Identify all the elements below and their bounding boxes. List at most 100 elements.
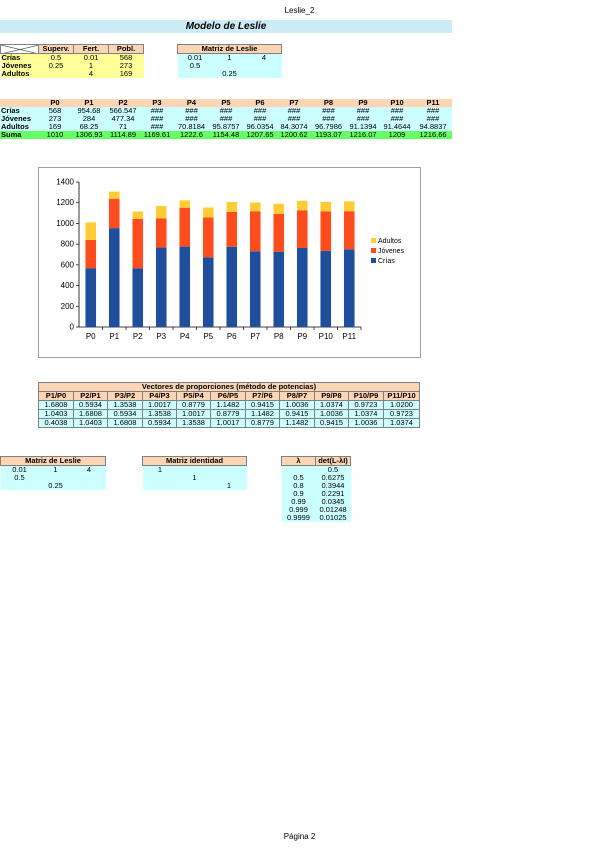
param-cell: 568 bbox=[108, 53, 144, 62]
ratio-cell: 1.0017 bbox=[142, 400, 177, 410]
population-cell: 96.0354 bbox=[243, 123, 277, 131]
x-tick-label: P0 bbox=[86, 332, 96, 341]
det-cell: 0.5 bbox=[315, 465, 351, 474]
matrix-cell: 0.5 bbox=[0, 474, 39, 482]
sum-cell: 1010 bbox=[38, 131, 72, 139]
proportions-title: Vectores de proporciones (método de pote… bbox=[38, 382, 420, 392]
corner-cell bbox=[0, 99, 38, 107]
params-header: Superv. bbox=[38, 44, 74, 54]
matrix-cell bbox=[177, 482, 212, 490]
ratio-header: P5/P4 bbox=[176, 391, 211, 401]
bar-segment-adultos bbox=[85, 222, 97, 240]
det-cell: 0.01025 bbox=[315, 514, 351, 522]
ratio-cell: 1.0403 bbox=[73, 418, 108, 428]
period-header: P8 bbox=[311, 99, 346, 107]
param-cell: 1 bbox=[73, 62, 109, 70]
x-tick-label: P7 bbox=[250, 332, 260, 341]
period-header: P0 bbox=[38, 99, 72, 107]
ratio-cell: 0.9415 bbox=[314, 418, 349, 428]
population-cell: ### bbox=[140, 107, 174, 115]
sum-cell: 1216.07 bbox=[346, 131, 380, 139]
row-label: Suma bbox=[0, 131, 38, 139]
matrix-title: Matriz identidad bbox=[142, 456, 247, 466]
period-header: P11 bbox=[414, 99, 452, 107]
population-table: P0 P1 P2 P3 P4 P5 P6 P7 P8 P9 P10 P11 Crías 568 954.6… bbox=[0, 99, 452, 139]
table-row: Suma 1010 1306.93 1114.89 1169.61 1222.6 1154.… bbox=[0, 131, 452, 139]
lambda-header: λ bbox=[281, 456, 316, 466]
period-header: P1 bbox=[72, 99, 106, 107]
population-cell: 284 bbox=[72, 115, 106, 123]
matrix-cell: 0.5 bbox=[177, 62, 213, 70]
sum-cell: 1200.62 bbox=[277, 131, 311, 139]
matrix-title: Matriz de Leslie bbox=[0, 456, 107, 466]
bar-segment-adultos bbox=[249, 202, 261, 212]
population-cell: 70.8184 bbox=[174, 123, 209, 131]
period-header: P5 bbox=[209, 99, 243, 107]
period-header: P4 bbox=[174, 99, 209, 107]
x-tick-label: P2 bbox=[133, 332, 143, 341]
population-cell: ### bbox=[140, 115, 174, 123]
matrix-cell bbox=[246, 62, 282, 70]
sum-cell: 1154.48 bbox=[209, 131, 243, 139]
table-row: 0.9999 0.01025 bbox=[281, 514, 351, 522]
y-tick-label: 200 bbox=[61, 302, 75, 311]
det-cell: 0.0345 bbox=[315, 498, 351, 506]
bar-segment-jvenes bbox=[273, 213, 285, 252]
param-cell: 0.25 bbox=[38, 62, 74, 70]
population-cell: ### bbox=[140, 123, 174, 131]
bar-segment-adultos bbox=[320, 201, 332, 212]
lambda-cell: 0.9 bbox=[281, 490, 316, 498]
ratio-header: P9/P8 bbox=[314, 391, 349, 401]
period-header: P9 bbox=[346, 99, 380, 107]
x-tick-label: P8 bbox=[274, 332, 284, 341]
ratio-cell: 1.6808 bbox=[73, 409, 108, 419]
ratio-header: P8/P7 bbox=[279, 391, 315, 401]
ratio-cell: 1.0036 bbox=[314, 409, 349, 419]
ratio-header: P10/P9 bbox=[348, 391, 384, 401]
row-label: Adultos bbox=[0, 123, 38, 131]
ratio-cell: 1.6808 bbox=[107, 418, 143, 428]
ratio-cell: 1.1482 bbox=[210, 400, 246, 410]
bar-segment-jvenes bbox=[296, 210, 308, 248]
ratio-cell: 1.0374 bbox=[314, 400, 349, 410]
bar-segment-jvenes bbox=[85, 239, 97, 269]
population-cell: ### bbox=[174, 107, 209, 115]
population-cell: 96.7986 bbox=[311, 123, 346, 131]
bar-segment-jvenes bbox=[155, 218, 167, 248]
lambda-cell: 0.9999 bbox=[281, 514, 316, 522]
bar-segment-jvenes bbox=[226, 211, 238, 247]
y-tick-label: 1200 bbox=[56, 198, 74, 207]
population-cell: 566.547 bbox=[106, 107, 140, 115]
ratio-cell: 1.3538 bbox=[107, 400, 143, 410]
population-cell: 71 bbox=[106, 123, 140, 131]
bar-segment-cras bbox=[273, 251, 285, 327]
x-tick-label: P3 bbox=[156, 332, 166, 341]
population-cell: ### bbox=[209, 107, 243, 115]
matrix-cell bbox=[211, 465, 247, 474]
bar-segment-adultos bbox=[155, 205, 167, 219]
legend-label: Jóvenes bbox=[378, 248, 405, 255]
matrix-cell bbox=[211, 474, 247, 482]
population-cell: ### bbox=[346, 107, 380, 115]
params-table: Superv. Fert. Pobl. Crías 0.5 0.01 568 J… bbox=[0, 44, 144, 78]
sum-cell: 1193.07 bbox=[311, 131, 346, 139]
bar-segment-cras bbox=[226, 246, 238, 327]
table-row: 0.8 0.3944 bbox=[281, 482, 351, 490]
ratio-cell: 0.5934 bbox=[73, 400, 108, 410]
ratio-cell: 1.0374 bbox=[383, 418, 420, 428]
ratio-header: P11/P10 bbox=[383, 391, 420, 401]
table-row: 0.999 0.01248 bbox=[281, 506, 351, 514]
matrix-cell bbox=[246, 70, 282, 78]
x-tick-label: P6 bbox=[227, 332, 237, 341]
y-tick-label: 0 bbox=[70, 323, 75, 332]
population-cell: ### bbox=[346, 115, 380, 123]
lambda-cell bbox=[281, 465, 316, 474]
population-cell: 477.34 bbox=[106, 115, 140, 123]
chart-frame: 0 200 400 600 800 1000 1200 1400 P0 P1 P2 P3 P4 P5 P6 P… bbox=[38, 167, 421, 358]
bar-segment-cras bbox=[202, 257, 214, 327]
sum-cell: 1207.65 bbox=[243, 131, 277, 139]
table-row: 0.5 0.6275 bbox=[281, 474, 351, 482]
legend-label: Adultos bbox=[378, 238, 402, 245]
ratio-cell: 1.0036 bbox=[279, 400, 315, 410]
bar-segment-cras bbox=[155, 247, 167, 327]
